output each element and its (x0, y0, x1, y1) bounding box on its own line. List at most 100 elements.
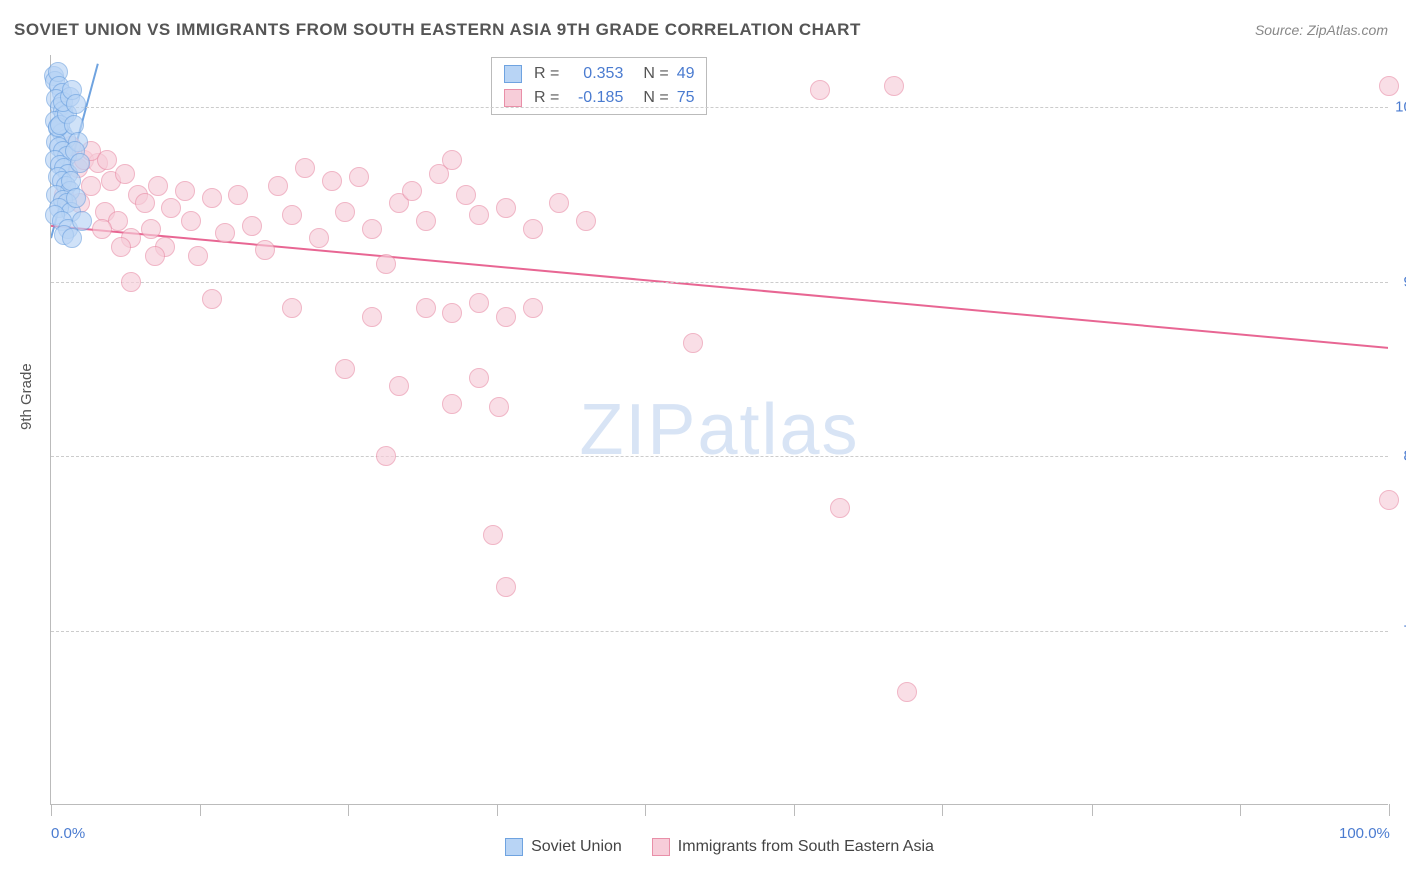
data-point-sea (148, 176, 168, 196)
x-tick (1389, 804, 1390, 816)
n-value-soviet: 49 (677, 65, 695, 83)
legend-label-soviet: Soviet Union (531, 838, 622, 856)
data-point-sea (349, 167, 369, 187)
data-point-sea (402, 181, 422, 201)
data-point-sea (523, 219, 543, 239)
watermark-atlas: atlas (697, 390, 859, 470)
data-point-sea (215, 223, 235, 243)
watermark: ZIPatlas (579, 389, 859, 471)
data-point-sea (121, 272, 141, 292)
legend-swatch-sea-b (652, 838, 670, 856)
x-tick (1240, 804, 1241, 816)
data-point-sea (255, 240, 275, 260)
series-legend: Soviet Union Immigrants from South Easte… (51, 838, 1388, 856)
data-point-sea (97, 150, 117, 170)
n-label: N = (643, 65, 668, 83)
correlation-legend: R = 0.353 N = 49 R = -0.185 N = 75 (491, 57, 707, 115)
legend-label-sea: Immigrants from South Eastern Asia (678, 838, 934, 856)
data-point-sea (115, 164, 135, 184)
data-point-sea (376, 254, 396, 274)
data-point-sea (442, 150, 462, 170)
x-tick (200, 804, 201, 816)
r-value-sea: -0.185 (567, 89, 623, 107)
data-point-sea (489, 397, 509, 417)
trendlines-svg (51, 55, 1388, 804)
data-point-sea (496, 198, 516, 218)
x-tick (51, 804, 52, 816)
data-point-sea (181, 211, 201, 231)
data-point-sea (92, 219, 112, 239)
r-value-soviet: 0.353 (567, 65, 623, 83)
x-tick (497, 804, 498, 816)
trendline-sea (51, 226, 1388, 348)
data-point-sea (523, 298, 543, 318)
data-point-sea (576, 211, 596, 231)
data-point-sea (469, 368, 489, 388)
data-point-sea (175, 181, 195, 201)
chart-title: SOVIET UNION VS IMMIGRANTS FROM SOUTH EA… (14, 20, 861, 40)
data-point-soviet (66, 94, 86, 114)
x-tick-label: 100.0% (1339, 825, 1390, 842)
data-point-sea (389, 376, 409, 396)
legend-swatch-soviet-b (505, 838, 523, 856)
data-point-sea (202, 188, 222, 208)
y-axis-title: 9th Grade (18, 363, 35, 430)
data-point-sea (202, 289, 222, 309)
legend-swatch-soviet (504, 65, 522, 83)
x-tick (645, 804, 646, 816)
data-point-sea (228, 185, 248, 205)
data-point-sea (141, 219, 161, 239)
r-label: R = (534, 89, 559, 107)
data-point-sea (1379, 76, 1399, 96)
plot-area: ZIPatlas R = 0.353 N = 49 R = -0.185 N =… (50, 55, 1388, 805)
data-point-soviet (66, 188, 86, 208)
data-point-soviet (72, 211, 92, 231)
data-point-soviet (62, 228, 82, 248)
x-tick (1092, 804, 1093, 816)
x-tick (942, 804, 943, 816)
x-tick (794, 804, 795, 816)
watermark-zip: ZIP (579, 390, 697, 470)
source-label: Source: ZipAtlas.com (1255, 22, 1388, 38)
data-point-sea (683, 333, 703, 353)
data-point-sea (456, 185, 476, 205)
gridline (51, 282, 1388, 283)
data-point-sea (309, 228, 329, 248)
data-point-sea (161, 198, 181, 218)
data-point-sea (897, 682, 917, 702)
data-point-sea (469, 293, 489, 313)
data-point-sea (483, 525, 503, 545)
data-point-sea (549, 193, 569, 213)
data-point-sea (135, 193, 155, 213)
data-point-sea (830, 498, 850, 518)
data-point-sea (282, 205, 302, 225)
legend-item-sea: Immigrants from South Eastern Asia (652, 838, 934, 856)
data-point-sea (362, 307, 382, 327)
data-point-sea (810, 80, 830, 100)
data-point-sea (282, 298, 302, 318)
data-point-sea (335, 359, 355, 379)
data-point-sea (111, 237, 131, 257)
data-point-sea (416, 211, 436, 231)
data-point-sea (496, 307, 516, 327)
data-point-sea (496, 577, 516, 597)
data-point-sea (188, 246, 208, 266)
gridline (51, 631, 1388, 632)
gridline (51, 456, 1388, 457)
y-tick-label: 100.0% (1395, 99, 1406, 116)
x-tick (348, 804, 349, 816)
n-label: N = (643, 89, 668, 107)
chart-container: SOVIET UNION VS IMMIGRANTS FROM SOUTH EA… (0, 0, 1406, 892)
data-point-sea (416, 298, 436, 318)
data-point-sea (268, 176, 288, 196)
gridline (51, 107, 1388, 108)
data-point-sea (884, 76, 904, 96)
data-point-sea (469, 205, 489, 225)
data-point-sea (442, 394, 462, 414)
x-tick-label: 0.0% (51, 825, 85, 842)
legend-item-soviet: Soviet Union (505, 838, 622, 856)
legend-row-soviet: R = 0.353 N = 49 (504, 62, 694, 86)
legend-swatch-sea (504, 89, 522, 107)
r-label: R = (534, 65, 559, 83)
data-point-sea (335, 202, 355, 222)
